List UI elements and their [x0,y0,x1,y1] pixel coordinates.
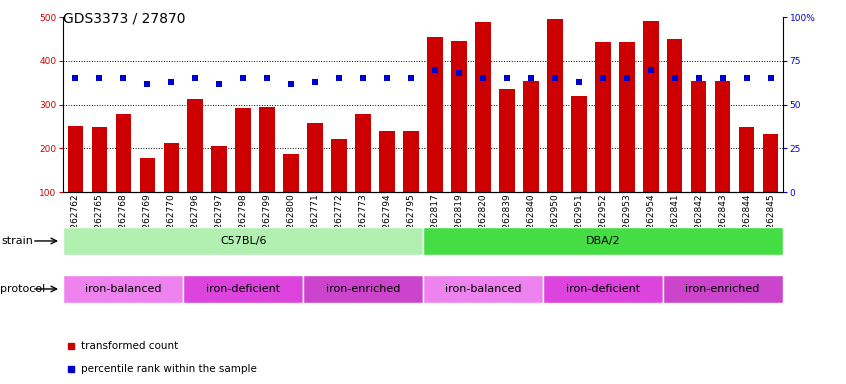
Point [69,75,82,81]
Bar [307,123,323,236]
Bar [404,131,419,236]
Text: iron-enriched: iron-enriched [326,284,400,294]
Text: iron-balanced: iron-balanced [85,284,162,294]
Text: C57BL/6: C57BL/6 [220,236,266,246]
Point [764,75,777,81]
Bar [523,81,539,236]
Point [189,75,202,81]
Point [308,79,321,85]
Bar [715,81,730,236]
Point [692,75,706,81]
Point [380,75,393,81]
Bar [68,126,83,236]
Point [524,75,537,81]
Point [739,75,753,81]
Point [716,75,729,81]
Bar [691,81,706,236]
Text: percentile rank within the sample: percentile rank within the sample [81,364,257,374]
Bar [212,146,227,236]
Bar [423,227,783,255]
Bar [355,114,371,236]
Bar [63,275,184,303]
Bar [184,275,303,303]
Bar [235,108,251,236]
Point [261,75,274,81]
Bar [91,127,107,236]
Point [596,75,609,81]
Bar [499,89,514,236]
Point [284,81,298,87]
Bar [303,275,423,303]
Bar [423,275,543,303]
Bar [763,134,778,236]
Text: protocol: protocol [0,284,45,294]
Point [500,75,514,81]
Point [117,75,130,81]
Text: transformed count: transformed count [81,341,179,351]
Bar [739,127,755,236]
Point [452,70,465,76]
Text: strain: strain [2,236,34,246]
Bar [163,142,179,236]
Bar [379,131,395,236]
Bar [619,42,634,236]
Point [572,79,585,85]
Point [164,79,178,85]
Point [667,75,681,81]
Bar [595,42,611,236]
Point [428,67,442,73]
Point [140,81,154,87]
Text: iron-deficient: iron-deficient [206,284,280,294]
Bar [643,21,658,236]
Bar [260,107,275,236]
Point [356,75,370,81]
Point [644,67,657,73]
Point [404,75,418,81]
Point [236,75,250,81]
Point [332,75,346,81]
Bar [140,158,155,236]
Point [476,75,490,81]
Bar [63,227,423,255]
Bar [571,96,586,236]
Bar [475,22,491,236]
Bar [332,139,347,236]
Point [548,75,562,81]
Text: iron-enriched: iron-enriched [685,284,760,294]
Bar [427,37,442,236]
Text: iron-deficient: iron-deficient [566,284,640,294]
Point [212,81,226,87]
Point [92,75,106,81]
Bar [662,275,783,303]
Text: iron-balanced: iron-balanced [445,284,521,294]
Bar [547,18,563,236]
Bar [451,41,467,236]
Bar [116,114,131,236]
Bar [188,99,203,236]
Bar [543,275,662,303]
Bar [283,154,299,236]
Point [620,75,634,81]
Text: GDS3373 / 27870: GDS3373 / 27870 [63,12,186,25]
Text: DBA/2: DBA/2 [585,236,620,246]
Bar [667,39,683,236]
